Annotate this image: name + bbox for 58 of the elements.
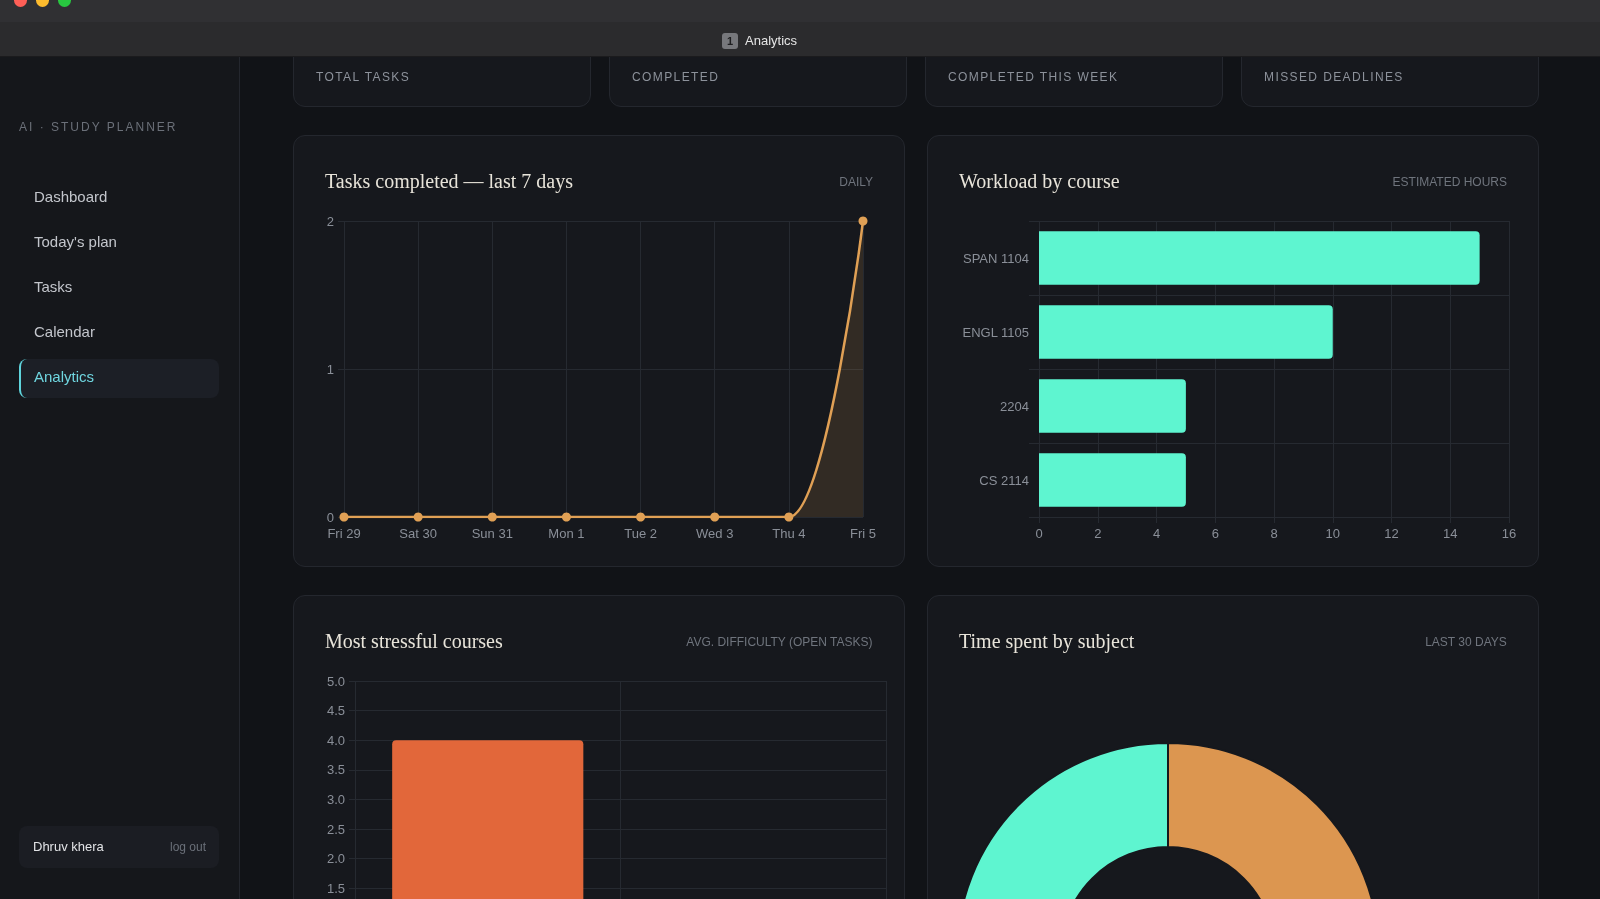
text: Calendar	[34, 323, 95, 340]
x-tick-label: Mon 1	[548, 526, 585, 541]
y-tick-label: 3.5	[326, 762, 345, 778]
bar	[1039, 231, 1480, 285]
text: COMPLETED	[632, 70, 720, 84]
x-tick-label: Sun 31	[471, 526, 513, 541]
x-tick-label: 16	[1501, 526, 1517, 541]
bar	[1039, 305, 1333, 359]
x-tick-label: Sat 30	[399, 526, 437, 541]
text: Dashboard	[34, 188, 108, 205]
text: LAST 30 DAYS	[1425, 635, 1507, 649]
x-tick-label: Thu 4	[772, 526, 806, 541]
text: Tasks	[34, 278, 73, 295]
chart-subtitle: AVG. DIFFICULTY (OPEN TASKS)	[686, 635, 873, 649]
x-tick-label: 2	[1094, 526, 1102, 541]
text: Dhruv khera	[33, 839, 104, 854]
chart-title: Time spent by subject	[959, 630, 1135, 653]
x-tick-label: Tue 2	[624, 526, 657, 541]
chart-subtitle: ESTIMATED HOURS	[1392, 175, 1507, 189]
y-tick-label: 2.0	[326, 851, 345, 867]
y-tick-label: 0	[326, 509, 334, 525]
y-tick-label: SPAN 1104	[962, 250, 1029, 266]
chart-title: Tasks completed — last 7 days	[325, 170, 574, 193]
y-tick-label: ENGL 1105	[962, 324, 1029, 340]
y-tick-label: 2204	[1000, 398, 1029, 414]
x-tick-label: 12	[1384, 526, 1399, 541]
x-tick-label: Wed 3	[696, 526, 734, 541]
y-tick-label: 1.5	[326, 880, 345, 896]
text: Analytics	[34, 368, 95, 385]
text: COMPLETED THIS WEEK	[948, 70, 1119, 84]
x-tick-label: 10	[1325, 526, 1340, 541]
text: Today's plan	[34, 233, 117, 250]
text: TOTAL TASKS	[316, 70, 411, 84]
y-tick-label: 3.0	[326, 791, 345, 807]
x-tick-label: 6	[1211, 526, 1219, 541]
text: Analytics	[745, 33, 798, 49]
text: 1	[722, 33, 738, 49]
chart-title: Workload by course	[959, 170, 1120, 193]
y-tick-label: 4.0	[326, 732, 345, 748]
x-tick-label: 4	[1152, 526, 1161, 541]
chart-title: Most stressful courses	[325, 630, 503, 652]
y-tick-label: CS 2114	[979, 472, 1029, 488]
text: log out	[169, 840, 206, 854]
x-tick-label: 8	[1270, 526, 1278, 541]
y-tick-label: 1	[326, 361, 334, 377]
text: MISSED DEADLINES	[1264, 70, 1404, 84]
x-tick-label: Fri 5	[850, 526, 876, 541]
x-tick-label: Fri 29	[327, 526, 361, 541]
y-tick-label: 2.5	[326, 821, 345, 837]
y-tick-label: 4.5	[326, 703, 345, 719]
chart-subtitle: DAILY	[839, 175, 874, 189]
x-tick-label: 14	[1443, 526, 1458, 541]
bar	[1039, 453, 1186, 507]
y-tick-label: 2	[326, 213, 334, 229]
bar	[1039, 379, 1186, 433]
y-tick-label: 5.0	[326, 673, 345, 689]
text: AI · STUDY PLANNER	[19, 120, 178, 134]
x-tick-label: 0	[1035, 526, 1043, 541]
